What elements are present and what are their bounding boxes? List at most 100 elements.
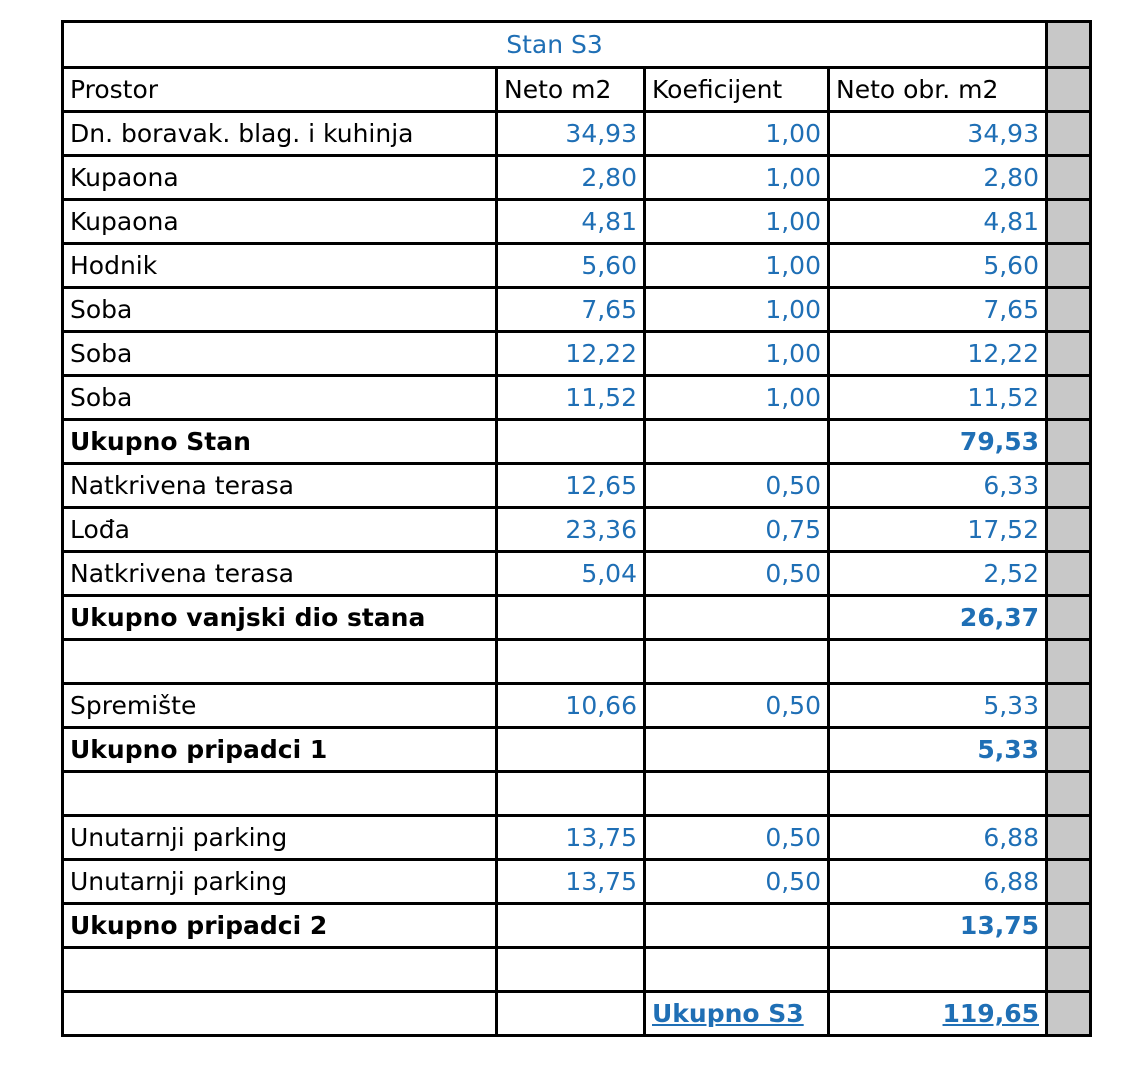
row-name: Natkrivena terasa: [61, 462, 498, 509]
gray-margin-cell: [1045, 374, 1092, 421]
row-koeficijent: [643, 594, 830, 641]
row-koeficijent: 1,00: [643, 242, 830, 289]
row-neto-obr: 12,22: [827, 330, 1048, 377]
gray-margin-cell: [1045, 682, 1092, 729]
blank-cell: [643, 770, 830, 817]
total-row: Ukupno vanjski dio stana 26,37: [61, 594, 1092, 641]
gray-margin-cell: [1045, 418, 1092, 465]
row-name: Unutarnji parking: [61, 814, 498, 861]
row-koeficijent: 1,00: [643, 286, 830, 333]
row-neto-obr: 5,33: [827, 682, 1048, 729]
row-neto-obr: 79,53: [827, 418, 1048, 465]
row-neto: 10,66: [495, 682, 646, 729]
row-name: Ukupno vanjski dio stana: [61, 594, 498, 641]
blank-cell: [643, 638, 830, 685]
gray-margin-cell: [1045, 462, 1092, 509]
row-koeficijent: 1,00: [643, 330, 830, 377]
row-neto: [495, 902, 646, 949]
row-neto: 13,75: [495, 814, 646, 861]
row-koeficijent: 1,00: [643, 110, 830, 157]
gray-margin-cell: [1045, 154, 1092, 201]
row-name: Natkrivena terasa: [61, 550, 498, 597]
blank-cell: [495, 770, 646, 817]
row-name: Soba: [61, 330, 498, 377]
row-name: Kupaona: [61, 154, 498, 201]
blank-cell: [827, 770, 1048, 817]
blank-cell: [495, 990, 646, 1037]
row-neto-obr: 26,37: [827, 594, 1048, 641]
row-name: Hodnik: [61, 242, 498, 289]
blank-row: [61, 770, 1092, 817]
row-neto: 4,81: [495, 198, 646, 245]
table-row: Natkrivena terasa 5,04 0,50 2,52: [61, 550, 1092, 597]
row-name: Ukupno pripadci 1: [61, 726, 498, 773]
row-neto: 11,52: [495, 374, 646, 421]
row-neto: 12,22: [495, 330, 646, 377]
header-prostor: Prostor: [61, 66, 498, 113]
table-row: Soba 7,65 1,00 7,65: [61, 286, 1092, 333]
table-row: Kupaona 2,80 1,00 2,80: [61, 154, 1092, 201]
row-neto: 23,36: [495, 506, 646, 553]
row-neto-obr: 4,81: [827, 198, 1048, 245]
row-neto-obr: 5,33: [827, 726, 1048, 773]
table-row: Hodnik 5,60 1,00 5,60: [61, 242, 1092, 289]
row-neto: 12,65: [495, 462, 646, 509]
gray-margin-cell: [1045, 858, 1092, 905]
row-koeficijent: [643, 418, 830, 465]
row-neto: 7,65: [495, 286, 646, 333]
row-neto: [495, 418, 646, 465]
blank-cell: [827, 946, 1048, 993]
blank-cell: [61, 638, 498, 685]
row-neto: 13,75: [495, 858, 646, 905]
row-koeficijent: 1,00: [643, 198, 830, 245]
blank-cell: [643, 946, 830, 993]
row-neto-obr: 2,52: [827, 550, 1048, 597]
gray-margin-cell: [1045, 726, 1092, 773]
table-title: Stan S3: [61, 20, 1048, 69]
row-koeficijent: 0,75: [643, 506, 830, 553]
row-name: Ukupno pripadci 2: [61, 902, 498, 949]
table-row: Soba 12,22 1,00 12,22: [61, 330, 1092, 377]
gray-margin-cell: [1045, 550, 1092, 597]
blank-cell: [61, 990, 498, 1037]
total-row: Ukupno Stan 79,53: [61, 418, 1092, 465]
row-neto-obr: 6,33: [827, 462, 1048, 509]
gray-margin-cell: [1045, 638, 1092, 685]
grand-total-row: Ukupno S3 119,65: [61, 990, 1092, 1037]
table-row: Soba 11,52 1,00 11,52: [61, 374, 1092, 421]
row-name: Lođa: [61, 506, 498, 553]
row-neto-obr: 34,93: [827, 110, 1048, 157]
row-neto: 5,04: [495, 550, 646, 597]
row-koeficijent: [643, 726, 830, 773]
header-neto-obr: Neto obr. m2: [827, 66, 1048, 113]
gray-margin-cell: [1045, 814, 1092, 861]
row-neto-obr: 11,52: [827, 374, 1048, 421]
row-neto: 2,80: [495, 154, 646, 201]
gray-margin-cell: [1045, 506, 1092, 553]
gray-margin-cell: [1045, 990, 1092, 1037]
row-name: Soba: [61, 286, 498, 333]
area-table: Stan S3 Prostor Neto m2 Koeficijent Neto…: [61, 20, 1092, 1037]
blank-row: [61, 946, 1092, 993]
row-name: Kupaona: [61, 198, 498, 245]
row-neto-obr: 2,80: [827, 154, 1048, 201]
gray-margin-cell: [1045, 110, 1092, 157]
gray-margin-cell: [1045, 242, 1092, 289]
row-name: Ukupno Stan: [61, 418, 498, 465]
row-name: Dn. boravak. blag. i kuhinja: [61, 110, 498, 157]
row-neto-obr: 6,88: [827, 858, 1048, 905]
row-neto: [495, 594, 646, 641]
blank-cell: [495, 638, 646, 685]
row-neto: [495, 726, 646, 773]
table-row: Unutarnji parking 13,75 0,50 6,88: [61, 814, 1092, 861]
header-neto: Neto m2: [495, 66, 646, 113]
blank-cell: [61, 946, 498, 993]
gray-margin-cell: [1045, 594, 1092, 641]
gray-margin-cell: [1045, 770, 1092, 817]
row-koeficijent: 0,50: [643, 682, 830, 729]
table-row: Dn. boravak. blag. i kuhinja 34,93 1,00 34,…: [61, 110, 1092, 157]
total-row: Ukupno pripadci 2 13,75: [61, 902, 1092, 949]
blank-row: [61, 638, 1092, 685]
gray-margin-cell: [1045, 902, 1092, 949]
gray-margin-cell: [1045, 946, 1092, 993]
